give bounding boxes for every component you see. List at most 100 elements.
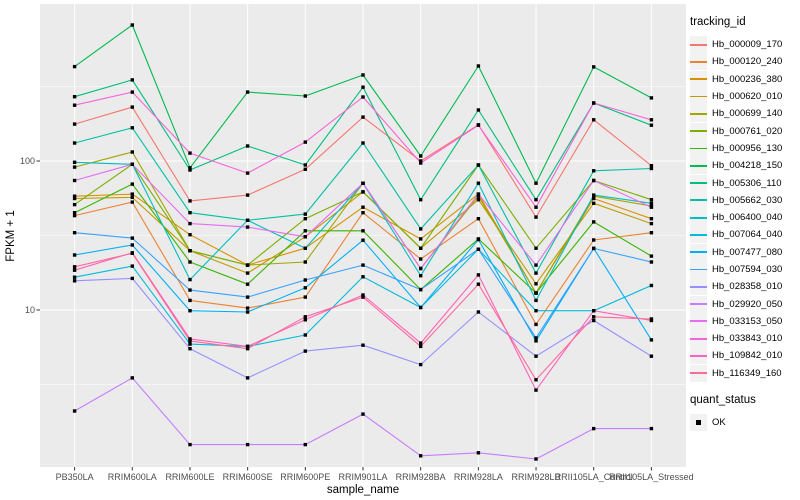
legend-item-label: Hb_029920_050 <box>712 298 783 310</box>
legend-key <box>690 105 707 123</box>
data-point <box>245 144 250 148</box>
legend-key <box>690 243 707 261</box>
data-point <box>649 201 654 205</box>
data-point <box>592 201 596 205</box>
data-point <box>419 305 423 310</box>
data-point <box>72 275 77 279</box>
data-point <box>649 231 654 235</box>
data-point <box>649 205 654 209</box>
legend-item: Hb_033843_010 <box>690 330 800 348</box>
data-point <box>130 23 134 27</box>
legend-item-label: Hb_000620_010 <box>712 91 783 103</box>
legend-key <box>690 226 707 244</box>
legend-item: Hb_000120_240 <box>690 53 800 71</box>
data-point <box>419 227 423 231</box>
data-point <box>592 220 596 224</box>
y-tick-label: 100 <box>20 156 35 166</box>
data-point <box>303 167 307 171</box>
data-point <box>649 254 654 258</box>
data-point <box>72 211 77 215</box>
legend-item-label: Hb_000699_140 <box>712 108 783 120</box>
legend-line-icon <box>690 130 707 133</box>
data-point <box>188 337 192 341</box>
x-tick-label: RRII105LA_Stressed <box>609 472 694 482</box>
legend-item-label: Hb_000956_130 <box>712 142 783 154</box>
data-point <box>72 160 77 164</box>
data-point <box>534 309 538 313</box>
data-point <box>649 317 654 321</box>
data-point <box>188 249 192 253</box>
data-point <box>72 268 77 272</box>
data-point <box>361 412 365 416</box>
legend-item-label: Hb_007477_080 <box>712 246 783 258</box>
legend-item: Hb_004218_150 <box>690 157 800 175</box>
data-point <box>419 246 423 250</box>
data-point <box>361 115 365 119</box>
data-point <box>130 236 134 240</box>
legend-item-label: Hb_007594_030 <box>712 264 783 275</box>
legend-line-icon <box>690 199 707 202</box>
data-point <box>419 237 423 241</box>
legend-item-label: Hb_005306_110 <box>712 177 782 189</box>
legend-line-icon <box>690 182 707 184</box>
data-point <box>303 349 307 353</box>
legend-item: Hb_007594_030 <box>690 261 800 278</box>
data-point <box>188 221 192 226</box>
legend-key <box>690 157 707 175</box>
legend-line-icon <box>690 78 707 81</box>
data-point <box>476 237 481 242</box>
data-point <box>245 442 250 447</box>
data-point <box>649 283 654 288</box>
legend-item: Hb_005662_030 <box>690 191 800 209</box>
data-point <box>476 310 481 314</box>
data-point <box>130 126 134 130</box>
data-point <box>303 140 307 144</box>
legend-key <box>690 261 707 278</box>
x-tick-label: PB350LA <box>56 472 94 482</box>
data-point <box>476 192 481 196</box>
data-point <box>534 246 538 250</box>
data-point <box>419 266 423 271</box>
data-point <box>72 165 77 169</box>
x-tick-label: RRIM928BA <box>396 472 446 482</box>
data-point <box>188 347 192 351</box>
legend-key <box>690 88 707 106</box>
data-point <box>303 235 307 239</box>
data-point <box>419 257 423 261</box>
legend-item: Hb_007064_040 <box>690 226 800 244</box>
legend-line-icon <box>690 112 707 115</box>
legend-item-label: Hb_004218_150 <box>712 160 783 172</box>
quant-legend-key <box>690 414 707 432</box>
legend-line-icon <box>690 337 707 340</box>
data-point <box>534 388 538 392</box>
data-point <box>419 287 423 292</box>
data-point <box>303 212 307 216</box>
data-point <box>592 196 596 201</box>
data-point <box>534 378 538 382</box>
data-point <box>72 64 77 69</box>
data-point <box>72 253 77 257</box>
data-point <box>534 457 538 461</box>
data-point <box>534 339 538 343</box>
data-point <box>361 73 365 77</box>
data-point <box>476 181 481 185</box>
legend-item-label: Hb_000120_240 <box>712 56 783 68</box>
data-point <box>419 161 423 165</box>
data-point <box>245 295 250 299</box>
legend-key <box>690 70 707 88</box>
legend-line-icon <box>690 303 707 305</box>
data-point <box>72 409 77 413</box>
legend-line-icon <box>690 216 707 219</box>
data-point <box>188 339 192 343</box>
legend-line-icon <box>690 355 707 357</box>
legend-key <box>690 209 707 227</box>
x-tick-label: RRIM600LA <box>108 472 157 482</box>
data-point <box>245 376 250 380</box>
data-point <box>361 238 365 242</box>
legend-item: Hb_000761_020 <box>690 122 800 140</box>
data-point <box>649 164 654 168</box>
legend-line-icon <box>690 285 707 288</box>
legend-line-icon <box>690 234 707 236</box>
x-tick-label: RRII105LA_Control <box>555 472 633 482</box>
y-tick-label: 10 <box>25 305 35 315</box>
